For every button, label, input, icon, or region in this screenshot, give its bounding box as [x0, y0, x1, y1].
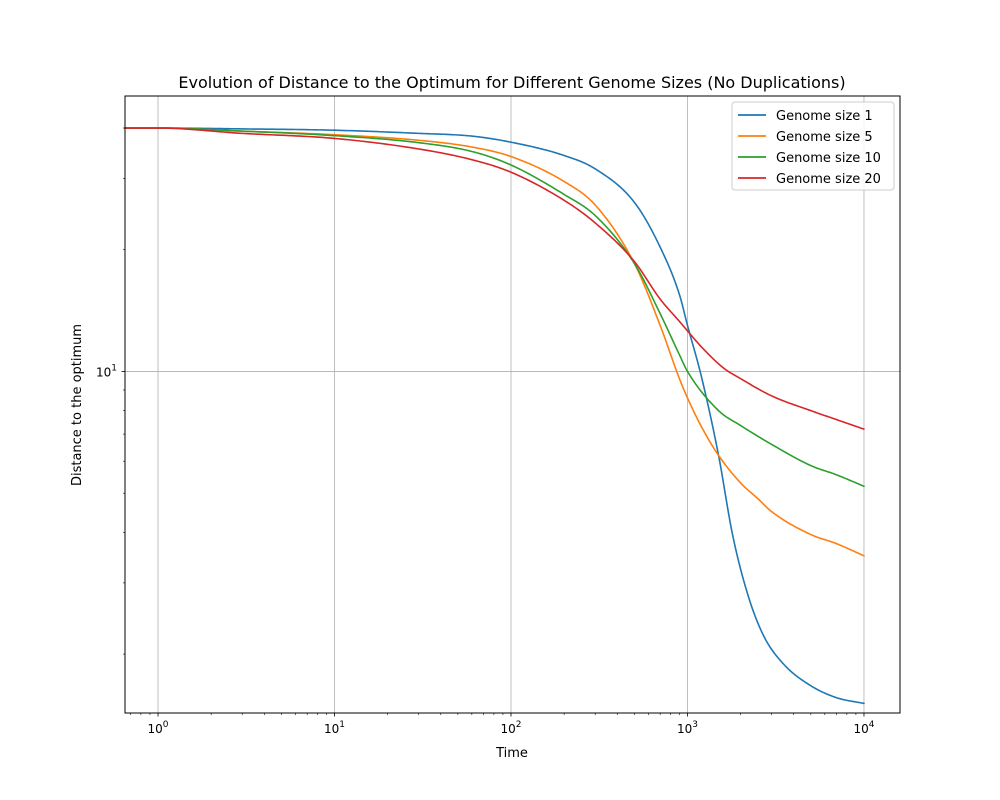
- grid-lines: [125, 96, 900, 713]
- y-tick-label: 101: [96, 363, 117, 379]
- legend-box: [731, 101, 895, 191]
- y-axis-ticks: 101: [96, 127, 125, 655]
- series-line-4: [124, 127, 865, 430]
- series-line-2: [124, 127, 865, 557]
- x-tick-label: 100: [148, 720, 169, 736]
- chart-title: Evolution of Distance to the Optimum for…: [178, 73, 845, 92]
- series-line-3: [124, 127, 865, 488]
- x-axis-ticks: 100 101 102 103 104: [130, 713, 875, 736]
- x-tick-label: 101: [324, 720, 345, 736]
- x-axis-label: Time: [495, 746, 528, 761]
- legend: Genome size 1 Genome size 5 Genome size 10…: [731, 101, 895, 191]
- legend-label: Genome size 20: [776, 172, 881, 187]
- series-lines: [124, 127, 865, 705]
- plot-frame: [124, 95, 901, 714]
- x-tick-label: 103: [677, 720, 698, 736]
- y-axis-label: Distance to the optimum: [70, 324, 85, 486]
- series-line-1: [124, 127, 865, 705]
- legend-label: Genome size 5: [776, 130, 873, 145]
- x-tick-label: 102: [500, 720, 521, 736]
- legend-label: Genome size 10: [776, 151, 881, 166]
- x-tick-label: 104: [853, 720, 874, 736]
- legend-label: Genome size 1: [776, 109, 873, 124]
